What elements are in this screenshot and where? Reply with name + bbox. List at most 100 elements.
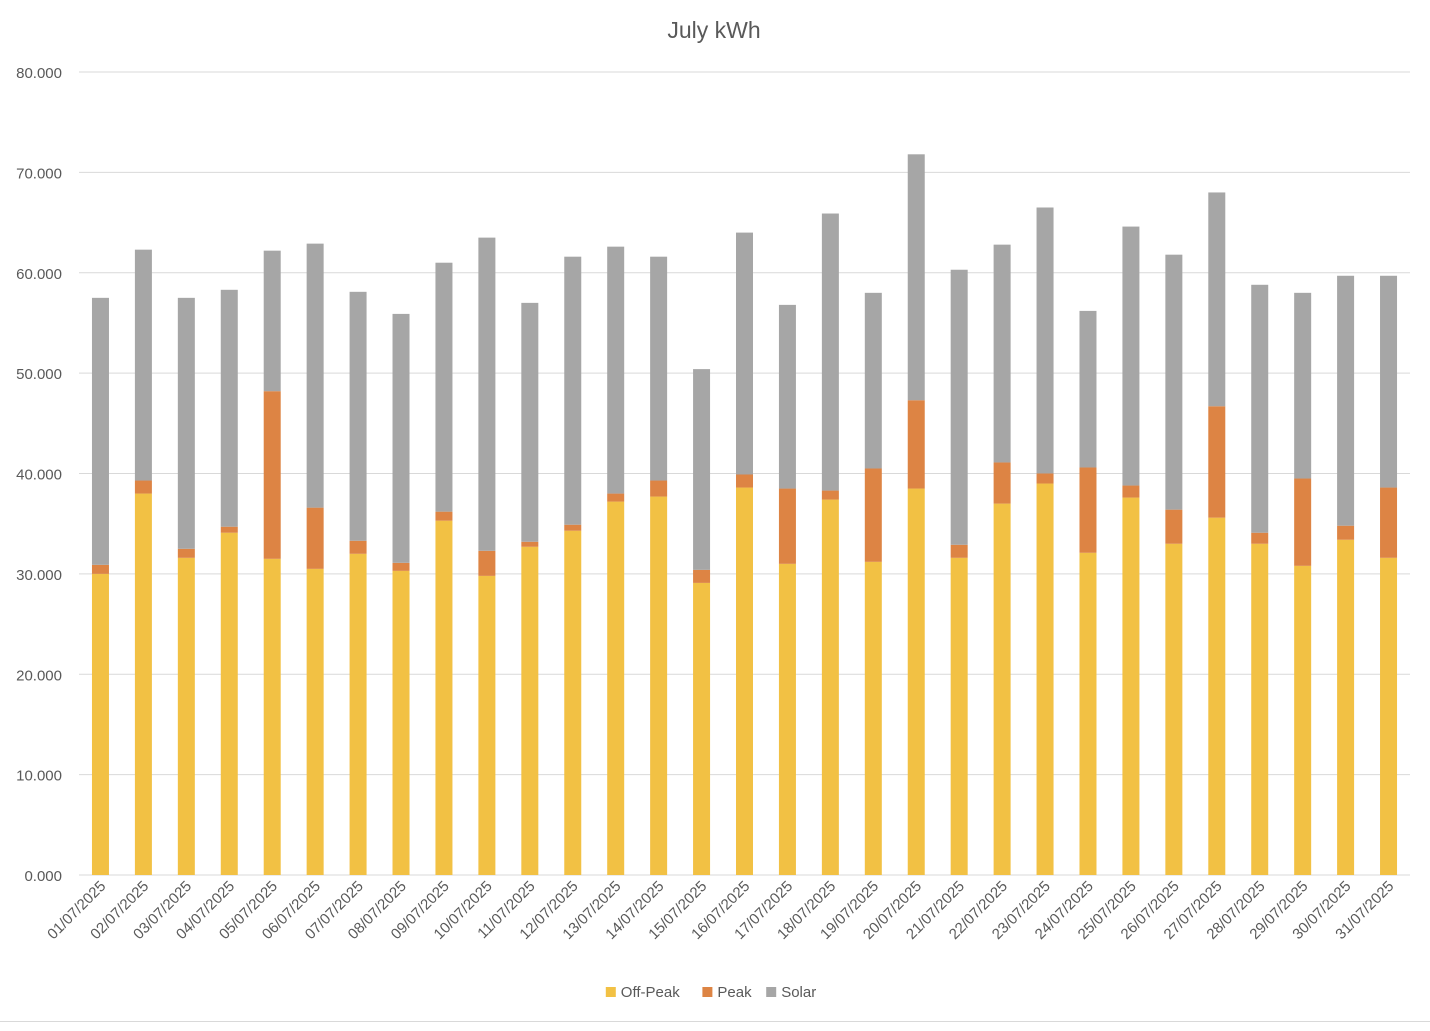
bar-solar: [134, 249, 152, 481]
y-tick-label: 40.000: [16, 467, 62, 484]
bar-solar: [1294, 292, 1312, 479]
y-tick-label: 0.000: [24, 868, 62, 885]
bar-peak: [220, 526, 238, 533]
bar-solar: [435, 262, 453, 512]
bar-peak: [306, 507, 324, 569]
legend-swatch: [702, 987, 713, 997]
bar-off-peak: [907, 488, 925, 875]
bar-off-peak: [1251, 543, 1269, 875]
bar-solar: [564, 256, 582, 525]
legend-label: Peak: [717, 984, 752, 1001]
bar-peak: [736, 474, 753, 488]
bar-solar: [1251, 284, 1269, 533]
bar-off-peak: [134, 493, 152, 875]
bar-off-peak: [306, 568, 324, 875]
bar-peak: [693, 569, 711, 583]
bar-peak: [478, 550, 496, 576]
bar-solar: [1380, 275, 1398, 488]
bar-off-peak: [993, 503, 1011, 875]
bar-solar: [1079, 310, 1097, 468]
bar-off-peak: [821, 499, 839, 875]
bar-peak: [1380, 487, 1398, 558]
bar-solar: [693, 369, 711, 570]
bar-off-peak: [1122, 497, 1140, 875]
bar-off-peak: [693, 582, 711, 875]
bar-peak: [650, 480, 668, 497]
bar-solar: [1036, 207, 1054, 474]
bar-off-peak: [220, 532, 238, 875]
legend-swatch: [766, 987, 777, 997]
y-tick-label: 80.000: [16, 65, 62, 82]
bar-peak: [907, 400, 925, 489]
bar-peak: [349, 540, 367, 554]
bar-off-peak: [1079, 552, 1097, 875]
bar-solar: [864, 292, 882, 469]
y-tick-label: 20.000: [16, 667, 62, 684]
bar-off-peak: [1337, 539, 1355, 875]
bar-off-peak: [1036, 483, 1054, 875]
bar-off-peak: [478, 575, 496, 875]
bar-peak: [1079, 467, 1097, 553]
bar-peak: [993, 462, 1011, 504]
bar-peak: [392, 562, 410, 571]
bar-solar: [177, 297, 195, 549]
bar-off-peak: [564, 530, 582, 875]
bar-off-peak: [91, 573, 109, 875]
bar-peak: [1294, 478, 1312, 566]
legend-label: Solar: [781, 984, 816, 1001]
bar-peak: [177, 548, 195, 558]
bar-peak: [821, 490, 839, 500]
bar-peak: [1165, 509, 1183, 544]
bar-peak: [607, 493, 625, 502]
y-tick-label: 70.000: [16, 165, 62, 182]
bar-solar: [778, 304, 796, 489]
y-tick-label: 10.000: [16, 768, 62, 785]
bar-off-peak: [650, 496, 668, 875]
bar-solar: [392, 313, 410, 563]
bar-peak: [263, 391, 281, 559]
bar-solar: [736, 232, 753, 475]
bar-peak: [435, 511, 453, 521]
bar-peak: [1208, 406, 1226, 518]
chart-title: July kWh: [667, 17, 760, 43]
y-tick-label: 50.000: [16, 366, 62, 383]
bar-solar: [950, 269, 968, 545]
bar-off-peak: [435, 520, 453, 875]
bar-peak: [134, 480, 152, 494]
y-tick-label: 60.000: [16, 266, 62, 283]
y-axis-ticks: 0.000 10.000 20.000 30.000 40.000 50.000 60.00…: [16, 65, 62, 885]
bar-solar: [220, 289, 238, 527]
bar-off-peak: [1380, 557, 1398, 875]
legend-label: Off-Peak: [621, 984, 680, 1001]
bar-off-peak: [864, 561, 882, 875]
bar-off-peak: [1165, 543, 1183, 875]
bar-solar: [306, 243, 324, 508]
bottom-border: [0, 1021, 1430, 1027]
bar-solar: [1165, 254, 1183, 510]
y-tick-label: 30.000: [16, 567, 62, 584]
bar-off-peak: [1294, 565, 1312, 875]
bars: [91, 154, 1398, 875]
bar-peak: [1122, 485, 1140, 498]
bar-solar: [1337, 275, 1355, 526]
bar-off-peak: [263, 558, 281, 875]
bar-off-peak: [392, 570, 410, 875]
bar-peak: [564, 524, 582, 531]
legend-swatch: [605, 987, 616, 997]
bar-off-peak: [349, 553, 367, 875]
bar-peak: [778, 488, 796, 564]
bar-peak: [91, 564, 109, 574]
x-axis-ticks: 01/07/202502/07/202503/07/202504/07/2025…: [44, 878, 1397, 943]
bar-off-peak: [950, 557, 968, 875]
legend: Off-Peak Peak Solar: [605, 984, 816, 1001]
bar-peak: [1036, 473, 1054, 484]
bar-solar: [821, 213, 839, 491]
bar-solar: [91, 297, 109, 565]
bar-peak: [950, 544, 968, 558]
bar-solar: [1208, 192, 1226, 407]
bar-off-peak: [177, 557, 195, 875]
bar-peak: [1337, 525, 1355, 540]
bar-solar: [650, 256, 668, 481]
bar-solar: [1122, 226, 1140, 486]
